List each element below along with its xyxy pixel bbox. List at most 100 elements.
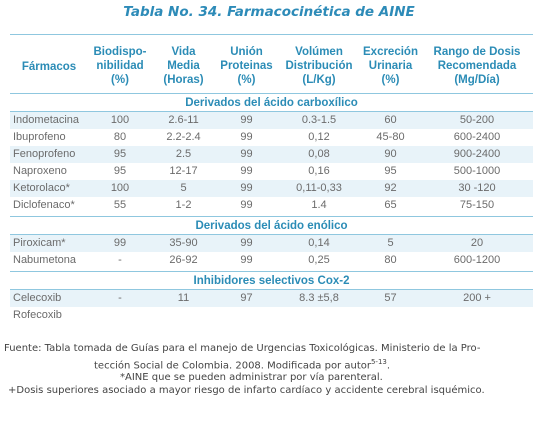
column-header-line: (Mg/Día) <box>454 74 500 86</box>
dose-risk-note: +Dosis superiores asociado a mayor riesg… <box>8 384 485 396</box>
section-rule <box>10 216 533 217</box>
table-cell: 200 + <box>463 292 491 304</box>
column-header: Fármacos <box>10 52 88 82</box>
table-cell: 900-2400 <box>453 148 501 160</box>
table-cell <box>152 307 215 324</box>
table-cell: 60 <box>384 114 397 126</box>
table-cell: 99 <box>240 182 253 194</box>
table-cell: 95 <box>384 165 397 177</box>
section-rule <box>10 111 533 112</box>
table-row: Indometacina 100 2.6-11 99 0.3-1.5 60 50-200 <box>10 112 533 129</box>
column-header-line: Distribución <box>285 60 353 72</box>
drug-name: Rofecoxib <box>13 309 62 321</box>
column-header-line: Excreción <box>363 46 418 58</box>
table-cell: 80 <box>384 254 397 266</box>
column-header-line: Vida <box>171 46 196 58</box>
section-title: Derivados del ácido enólico <box>195 220 348 232</box>
table-cell: 0,16 <box>308 165 330 177</box>
table-cell: 99 <box>240 114 253 126</box>
column-header-line: (%) <box>111 74 129 86</box>
column-header-line: Recomendada <box>437 60 517 72</box>
column-header-line: (Horas) <box>163 74 204 86</box>
table-cell: 100 <box>110 114 130 126</box>
table-cell: 5 <box>387 237 394 249</box>
drug-name: Fenoprofeno <box>13 148 76 160</box>
table-row: Nabumetona - 26-92 99 0,25 80 600-1200 <box>10 252 533 269</box>
table-cell: 0,08 <box>308 148 330 160</box>
table-cell: 99 <box>113 237 127 249</box>
table-cell <box>360 307 421 324</box>
column-header: Rango de Dosis Recomendada (Mg/Día) <box>421 42 533 90</box>
column-header-line: Fármacos <box>21 61 77 73</box>
drug-name: Piroxicam* <box>13 237 66 249</box>
drug-name: Naproxeno <box>13 165 67 177</box>
table-cell: 500-1000 <box>453 165 501 177</box>
table-cell: 1.4 <box>311 199 327 211</box>
column-header-line: Urinaria <box>368 60 413 72</box>
table-cell: 50-200 <box>459 114 495 126</box>
table-row: Piroxicam* 99 35-90 99 0,14 5 20 <box>10 235 533 252</box>
table-cell: 100 <box>110 182 130 194</box>
drug-name: Indometacina <box>13 114 80 126</box>
table-cell: 1-2 <box>175 199 192 211</box>
table-row: Fenoprofeno 95 2.5 99 0,08 90 900-2400 <box>10 146 533 163</box>
table-row: Diclofenaco* 55 1-2 99 1.4 65 75-150 <box>10 197 533 214</box>
table-row: Ketorolaco* 100 5 99 0,11-0,33 92 30 -120 <box>10 180 533 197</box>
table-top-rule <box>10 34 533 35</box>
table-cell: 99 <box>240 237 253 249</box>
table-row: Naproxeno 95 12-17 99 0,16 95 500-1000 <box>10 163 533 180</box>
section-rule <box>10 289 533 290</box>
table-row: Rofecoxib <box>10 307 533 324</box>
drug-name: Ibuprofeno <box>13 131 66 143</box>
column-header-line: Rango de Dosis <box>433 46 521 58</box>
table-cell <box>421 307 533 324</box>
section-rule <box>10 271 533 272</box>
table-cell: 12-17 <box>169 165 198 177</box>
table-cell: 65 <box>384 199 397 211</box>
parenteral-note: *AINE que se pueden administrar por vía … <box>120 372 383 384</box>
table-cell: 0.3-1.5 <box>301 114 337 126</box>
source-note-period: . <box>386 359 391 371</box>
table-cell: 0,11-0,33 <box>296 182 342 194</box>
column-header: Biodispo-nibilidad (%) <box>88 42 152 90</box>
column-header-line: (L/Kg) <box>302 74 336 86</box>
reference-superscript: 5-13 <box>370 357 387 366</box>
table-cell: 600-2400 <box>453 131 501 143</box>
table-row: Ibuprofeno 80 2.2-2.4 99 0,12 45-80 600-2400 <box>10 129 533 146</box>
table-cell: 75-150 <box>459 199 495 211</box>
table-cell: 80 <box>113 131 127 143</box>
table-cell: 0,14 <box>308 237 330 249</box>
table-cell: 99 <box>240 148 253 160</box>
table-cell: 2.5 <box>175 148 192 160</box>
table-cell: 11 <box>177 292 190 304</box>
drug-name: Celecoxib <box>13 292 62 304</box>
table-cell <box>215 307 278 324</box>
section-title: Derivados del ácido carboxílico <box>185 97 358 109</box>
table-cell: 2.6-11 <box>168 114 199 126</box>
column-header: Volúmen Distribución (L/Kg) <box>278 42 360 90</box>
table-cell: 5 <box>180 182 187 194</box>
table-row: Celecoxib - 11 97 8.3 ±5,8 57 200 + <box>10 290 533 307</box>
column-header-line: Biodispo- <box>93 46 147 58</box>
table-cell: 8.3 ±5,8 <box>299 292 339 304</box>
column-header-line: Unión <box>230 46 263 58</box>
table-cell: - <box>118 254 122 266</box>
column-header: Unión Proteinas (%) <box>215 42 278 90</box>
table-cell: 2.2-2.4 <box>166 131 201 143</box>
table-cell: 99 <box>240 165 253 177</box>
table-cell <box>88 307 152 324</box>
column-header-line: Volúmen <box>295 46 343 58</box>
drug-name: Nabumetona <box>13 254 76 266</box>
table-cell: 99 <box>240 254 253 266</box>
table-cell <box>278 307 360 324</box>
column-header: Vida Media (Horas) <box>152 42 215 90</box>
table-title: Tabla No. 34. Farmacocinética de AINE <box>123 4 415 20</box>
table-cell: 92 <box>384 182 397 194</box>
column-header-line: (%) <box>381 74 400 86</box>
table-cell: 99 <box>240 199 253 211</box>
table-cell: 95 <box>113 165 127 177</box>
source-note-line-1: Fuente: Tabla tomada de Guías para el ma… <box>4 343 481 354</box>
table-cell: 57 <box>384 292 397 304</box>
table-cell: 20 <box>470 237 484 249</box>
drug-name: Ketorolaco* <box>13 182 70 194</box>
